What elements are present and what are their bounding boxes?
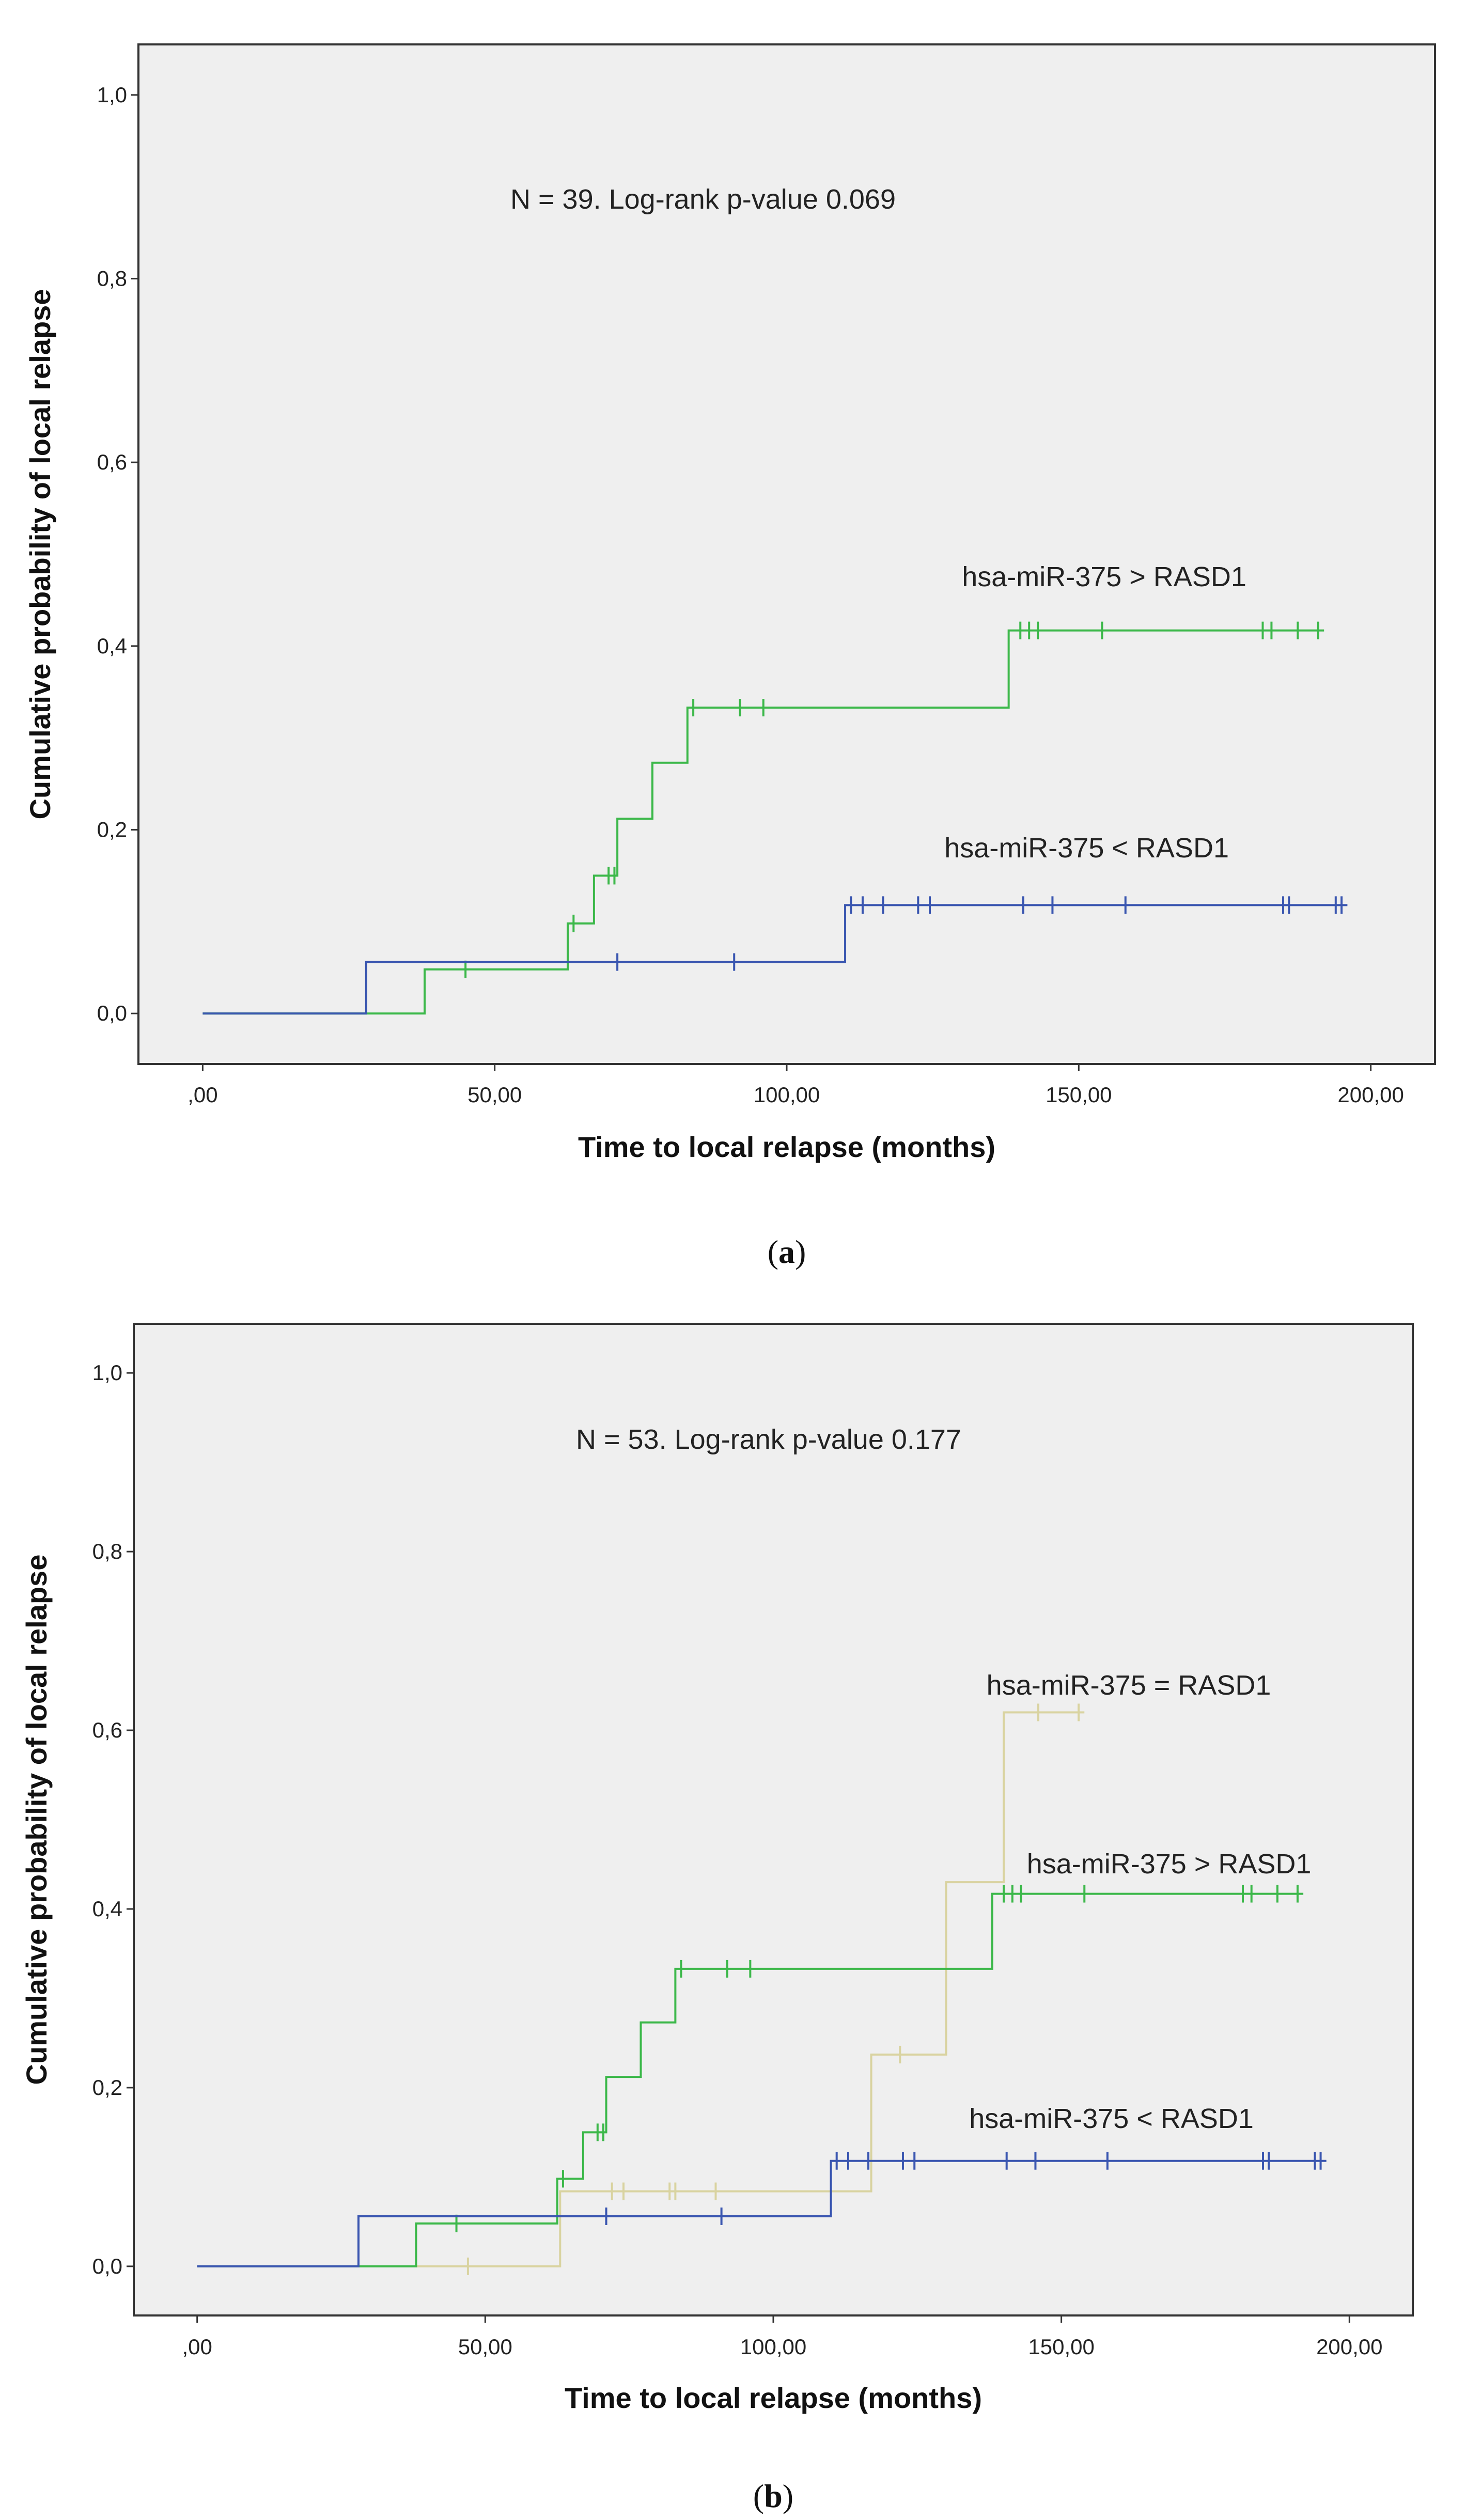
caption-close: ): [783, 2478, 793, 2514]
y-tick-label: 1,0: [97, 83, 127, 107]
series-label: hsa-miR-375 < RASD1: [969, 2103, 1254, 2134]
y-tick-label: 0,4: [92, 1897, 122, 1921]
series-group: hsa-miR-375 > RASD1: [197, 1849, 1312, 2267]
x-tick-label: ,00: [182, 2335, 212, 2359]
series-label: hsa-miR-375 = RASD1: [987, 1670, 1271, 1701]
y-tick-label: 0,0: [92, 2254, 122, 2278]
caption-letter: b: [764, 2478, 783, 2514]
series-line: [197, 1711, 1085, 2267]
x-tick-label: 50,00: [458, 2335, 512, 2359]
chart-annotation: N = 53. Log-rank p-value 0.177: [576, 1424, 961, 1455]
x-tick-label: ,00: [188, 1083, 217, 1107]
x-tick-label: 100,00: [740, 2335, 806, 2359]
y-axis-title: Cumulative probability of local relapse: [20, 1555, 53, 2085]
y-tick-label: 0,6: [92, 1718, 122, 1742]
x-axis-title: Time to local relapse (months): [578, 1131, 995, 1163]
x-tick-label: 100,00: [754, 1083, 820, 1107]
y-tick-label: 0,2: [97, 818, 127, 842]
x-tick-label: 200,00: [1337, 1083, 1403, 1107]
plot-area: [137, 43, 1436, 1065]
series-label: hsa-miR-375 > RASD1: [1027, 1849, 1312, 1880]
x-tick-label: 150,00: [1046, 1083, 1112, 1107]
panel-a: 0,0 0,2 0,4 0,6 0,8 1,0 ,00 50,00 100,00 150,00 20…: [24, 43, 1436, 1270]
panel-caption: (a): [768, 1233, 806, 1270]
series-label: hsa-miR-375 > RASD1: [962, 561, 1246, 592]
panel-b: 0,0 0,2 0,4 0,6 0,8 1,0 ,00 50,00 100,00 150,00 20…: [20, 1323, 1414, 2514]
plot-area: [133, 1323, 1414, 2316]
x-tick-label: 50,00: [467, 1083, 522, 1107]
caption-open: (: [753, 2478, 764, 2514]
series-line: [197, 1892, 1304, 2267]
series-group: hsa-miR-375 < RASD1: [202, 833, 1348, 1015]
series-group: hsa-miR-375 < RASD1: [197, 2103, 1327, 2267]
caption-letter: a: [778, 1233, 795, 1270]
caption-open: (: [768, 1233, 778, 1270]
series-group: hsa-miR-375 > RASD1: [202, 561, 1324, 1015]
x-axis-title: Time to local relapse (months): [565, 2382, 982, 2414]
y-tick-label: 0,8: [92, 1539, 122, 1563]
y-tick-label: 1,0: [92, 1360, 122, 1385]
series-label: hsa-miR-375 < RASD1: [944, 833, 1229, 864]
series-group: hsa-miR-375 = RASD1: [197, 1670, 1271, 2275]
chart-annotation: N = 39. Log-rank p-value 0.069: [510, 184, 896, 215]
y-tick-label: 0,2: [92, 2075, 122, 2100]
panel-caption: (b): [753, 2478, 793, 2514]
y-axis-title: Cumulative probability of local relapse: [24, 289, 56, 820]
y-tick-label: 0,4: [97, 634, 127, 658]
y-tick-label: 0,6: [97, 450, 127, 474]
x-tick-label: 150,00: [1028, 2335, 1094, 2359]
y-tick-label: 0,0: [97, 1001, 127, 1025]
x-tick-label: 200,00: [1316, 2335, 1382, 2359]
series-line: [202, 629, 1324, 1015]
caption-close: ): [795, 1233, 806, 1270]
y-tick-label: 0,8: [97, 266, 127, 290]
